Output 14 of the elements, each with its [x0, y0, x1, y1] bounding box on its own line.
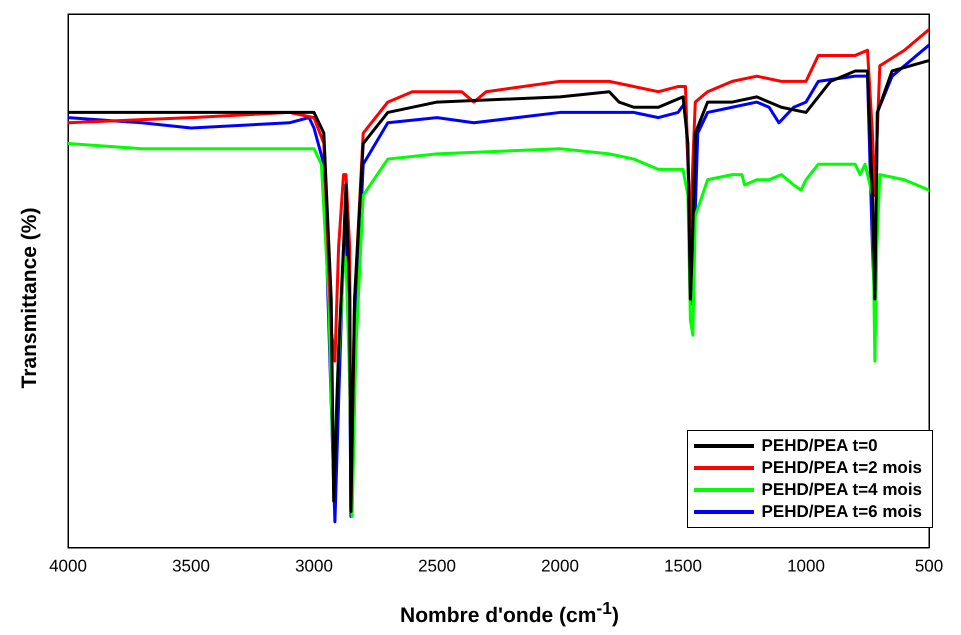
legend-label: PEHD/PEA t=6 mois: [762, 501, 922, 523]
y-axis-title: Transmittance (%): [18, 208, 42, 388]
legend-label: PEHD/PEA t=0: [762, 435, 878, 457]
x-tick-label: 500: [914, 556, 944, 576]
x-tick-label: 2500: [418, 556, 456, 576]
x-tick-label: 3000: [295, 556, 333, 576]
x-tick-label: 2000: [541, 556, 579, 576]
legend-label: PEHD/PEA t=4 mois: [762, 479, 922, 501]
x-axis-title: Nombre d'onde (cm$^{-1}$): [399, 598, 620, 628]
legend-label: PEHD/PEA t=2 mois: [762, 457, 922, 479]
x-tick-label: 1500: [664, 556, 702, 576]
x-tick-label: 3500: [172, 556, 210, 576]
x-tick-label: 4000: [49, 556, 87, 576]
x-tick-label: 1000: [787, 556, 825, 576]
